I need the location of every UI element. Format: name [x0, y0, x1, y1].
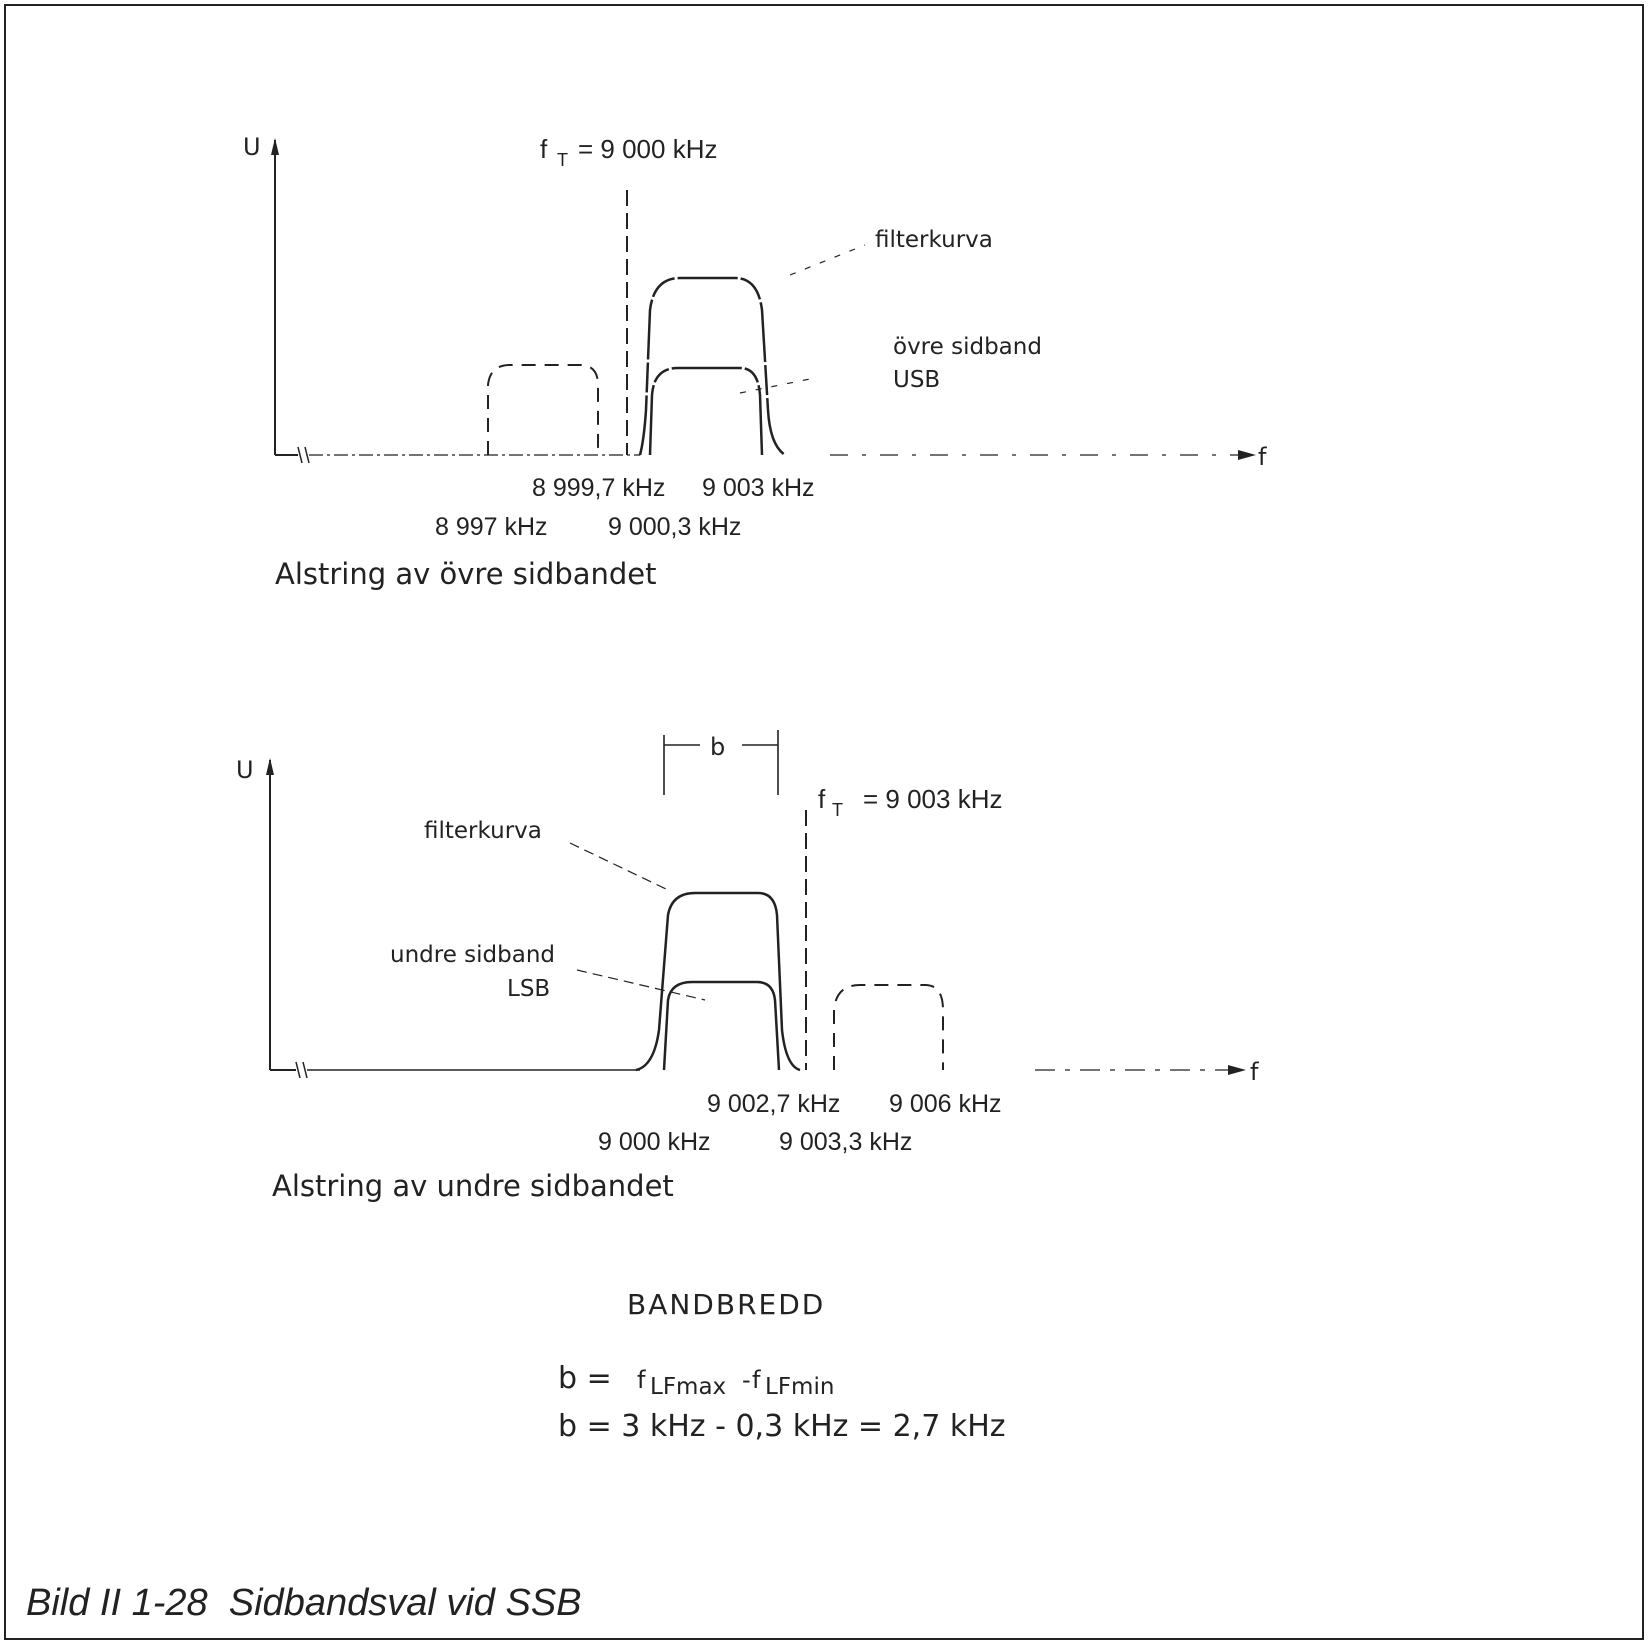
lower-freq-1: 9 002,7 kHz	[707, 1090, 840, 1118]
bandwidth-heading: BANDBREDD	[627, 1288, 825, 1321]
upper-x-arrow	[1238, 450, 1256, 460]
bw-label: b	[710, 733, 725, 761]
upper-usb-curve	[648, 366, 764, 456]
upper-x-label: f	[1258, 443, 1267, 471]
figure-frame	[4, 4, 1644, 1640]
upper-diagram: U f f T = 9 000 kHz filterkurva övre sid…	[243, 133, 1267, 591]
upper-carrier-value: = 9 000 kHz	[578, 134, 717, 164]
lower-filter-curve	[635, 891, 801, 1072]
upper-freq-2: 9 003 kHz	[702, 474, 815, 502]
upper-carrier-f: f	[540, 134, 548, 164]
bandwidth-eq1-minus: -	[742, 1366, 751, 1394]
bandwidth-eq1-sub1: LFmax	[650, 1374, 726, 1400]
upper-freq-3: 8 997 kHz	[435, 513, 548, 541]
bandwidth-eq1-lhs: b =	[558, 1361, 612, 1396]
upper-y-arrow	[271, 138, 279, 155]
lower-carrier-sub: T	[832, 800, 843, 820]
lower-axis-break	[295, 1061, 308, 1079]
lower-diagram: U f b f T = 9 003 kHz filterkurva undre …	[236, 730, 1259, 1203]
bandwidth-eq1-sub2: LFmin	[765, 1374, 834, 1400]
lower-carrier-value: = 9 003 kHz	[863, 784, 1002, 814]
bandwidth-eq2: b = 3 kHz - 0,3 kHz = 2,7 kHz	[558, 1409, 1006, 1444]
lower-lsb-curve	[662, 980, 781, 1071]
lower-filter-leader	[569, 842, 669, 891]
upper-caption: Alstring av övre sidbandet	[275, 557, 657, 591]
lower-x-arrow	[1228, 1065, 1246, 1075]
upper-freq-1: 8 999,7 kHz	[532, 474, 665, 502]
upper-axis-break	[297, 446, 310, 464]
upper-y-label: U	[243, 133, 261, 161]
lower-sideband-label-2: LSB	[507, 976, 550, 1002]
bandwidth-eq1-f2: f	[752, 1366, 761, 1394]
upper-usb-leader	[739, 377, 816, 394]
lower-y-label: U	[236, 756, 254, 784]
bandwidth-eq1-f1: f	[637, 1366, 646, 1394]
upper-freq-4: 9 000,3 kHz	[608, 513, 741, 541]
lower-sideband-label-1: undre sidband	[390, 942, 555, 968]
figure-caption: Bild II 1-28 Sidbandsval vid SSB	[26, 1582, 582, 1624]
lower-carrier-f: f	[818, 784, 826, 814]
upper-filter-leader	[789, 244, 866, 276]
upper-sideband-label-1: övre sidband	[893, 334, 1042, 360]
lower-suppressed-usb	[833, 984, 944, 1070]
lower-y-arrow	[266, 758, 274, 775]
lower-freq-4: 9 003,3 kHz	[779, 1128, 912, 1156]
lower-caption: Alstring av undre sidbandet	[272, 1169, 674, 1203]
upper-suppressed-lsb	[487, 364, 599, 455]
upper-carrier-sub: T	[557, 150, 568, 170]
lower-freq-2: 9 006 kHz	[889, 1090, 1002, 1118]
lower-x-label: f	[1250, 1058, 1259, 1086]
upper-filter-label: filterkurva	[875, 227, 993, 253]
lower-lsb-leader	[576, 969, 706, 1001]
upper-sideband-label-2: USB	[893, 367, 940, 393]
lower-filter-label: filterkurva	[424, 818, 542, 844]
upper-filter-curve	[638, 276, 786, 457]
lower-freq-3: 9 000 kHz	[598, 1128, 711, 1156]
bandwidth-section: BANDBREDD b = f LFmax - f LFmin b = 3 kH…	[558, 1288, 1006, 1444]
